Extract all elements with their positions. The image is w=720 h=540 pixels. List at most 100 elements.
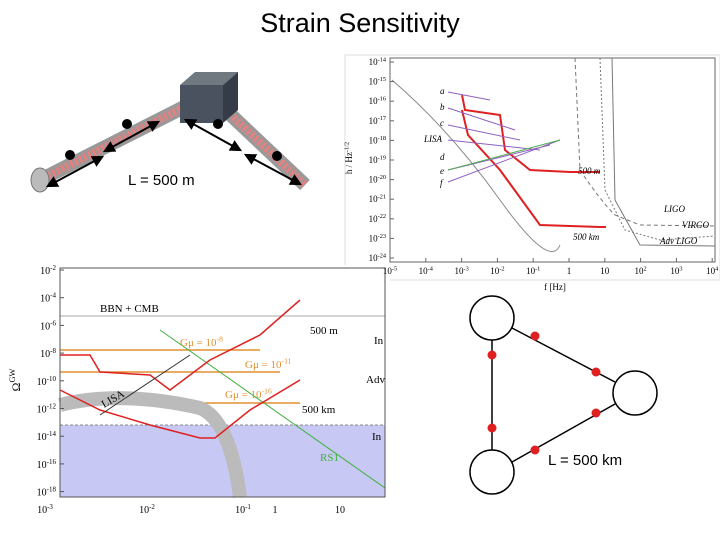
y-tick-label: 10-4 (40, 292, 56, 305)
y-axis-label-exp: GW (8, 368, 17, 382)
y-tick-label-exp: -21 (378, 194, 386, 201)
curve-label: Adv LIGO (659, 236, 698, 246)
y-tick-label-exp: -17 (378, 115, 386, 122)
y-tick-label: 10-8 (40, 347, 56, 360)
x-tick-label-base: 1 (567, 266, 572, 276)
mass (213, 119, 223, 129)
x-tick-label-base: 10 (37, 505, 47, 516)
curve-label: d (440, 152, 445, 162)
curve-label: e (440, 166, 444, 176)
mass (122, 119, 132, 129)
x-tick-label-exp: -1 (535, 265, 540, 272)
curve-500m (461, 94, 600, 173)
curve (99, 354, 191, 416)
curve (611, 57, 716, 247)
gmu-label-exp: -8 (217, 335, 224, 344)
cut-label: Adv (366, 374, 385, 386)
y-tick-label: 10-16 (37, 458, 57, 471)
y-tick-label-base: 10 (369, 233, 379, 243)
cube-front (180, 85, 223, 123)
y-tick-label-exp: -16 (378, 96, 386, 103)
x-tick-label: 104 (706, 265, 719, 276)
curve-label: a (440, 86, 445, 96)
x-tick-label: 10-3 (37, 503, 53, 516)
x-tick-label-base: 10 (526, 266, 536, 276)
y-tick-label-exp: -23 (378, 233, 386, 240)
gmu-label-base: Gμ = 10 (225, 389, 262, 401)
cube-side (223, 72, 238, 123)
x-tick-label: 10-4 (419, 265, 434, 276)
y-tick-label-base: 10 (369, 135, 379, 145)
x-tick-label-base: 10 (600, 266, 610, 276)
y-tick-label-base: 10 (40, 321, 50, 332)
curve-label: b (440, 102, 445, 112)
x-tick-label: 10-1 (235, 503, 251, 516)
y-tick-label: 10-14 (37, 430, 57, 443)
x-tick-label: 1 (567, 266, 572, 276)
y-axis-label-exp: -1/2 (343, 142, 350, 152)
cut-label: In (372, 431, 382, 443)
x-tick-label-base: 10 (383, 266, 393, 276)
gmu-label: Gμ = 10-8 (180, 335, 223, 349)
y-axis-label-base: Ω (9, 382, 23, 391)
x-tick-label: 103 (670, 265, 682, 276)
x-tick-label-base: 10 (235, 505, 245, 516)
spacecraft (469, 449, 515, 495)
y-tick-label: 10-21 (369, 194, 386, 205)
mass (530, 331, 540, 341)
plot-frame (59, 267, 386, 498)
x-tick-label: 10-5 (383, 265, 397, 276)
y-tick-label-exp: -24 (378, 252, 387, 259)
y-tick-label-exp: -6 (50, 319, 56, 327)
y-tick-label-base: 10 (369, 77, 379, 87)
detector-label: L = 500 m (128, 172, 195, 189)
x-tick-label: 10-2 (139, 503, 155, 516)
y-tick-label-exp: -4 (50, 292, 56, 300)
y-tick-label-base: 10 (37, 460, 47, 471)
y-tick-label-base: 10 (369, 116, 379, 126)
y-tick-label-exp: -15 (378, 76, 386, 83)
x-tick-label-exp: -2 (499, 265, 504, 272)
mass (591, 408, 601, 418)
x-tick-label-exp: 4 (715, 265, 719, 272)
y-tick-label-base: 10 (37, 405, 47, 416)
spacecraft (612, 370, 658, 416)
x-tick-label: 10-3 (454, 265, 468, 276)
y-tick-label: 10-16 (369, 96, 386, 107)
gmu-label-base: Gμ = 10 (245, 359, 282, 371)
x-tick-label: 1 (273, 505, 278, 516)
x-tick-label-base: 10 (454, 266, 464, 276)
y-tick-label-base: 10 (40, 349, 50, 360)
curve-label: 500 m (310, 325, 338, 337)
strain-plot (344, 54, 720, 281)
curve-label: LIGO (663, 204, 686, 214)
curve-label: 500 km (573, 232, 600, 242)
mass (487, 423, 497, 433)
curve-label: f (440, 178, 444, 188)
y-tick-label-base: 10 (369, 155, 379, 165)
x-tick-label-base: 10 (335, 505, 345, 516)
curve-500km (461, 109, 606, 228)
y-tick-label: 10-15 (369, 76, 386, 87)
curve (447, 91, 561, 183)
y-tick-label: 10-24 (369, 252, 387, 263)
curve-label: RS1 (320, 452, 339, 464)
curve (447, 139, 561, 171)
x-axis-label: f [Hz] (544, 282, 566, 292)
y-tick-label-exp: -8 (50, 347, 56, 355)
bbn-label: BBN + CMB (100, 303, 159, 315)
curve-label: c (440, 118, 444, 128)
y-axis-label: h / Hz-1/2 (343, 142, 354, 174)
y-tick-label: 10-6 (40, 319, 56, 332)
y-tick-label-base: 10 (40, 294, 50, 305)
y-tick-label: 10-10 (37, 375, 57, 388)
x-tick-label-exp: -3 (47, 503, 53, 511)
spacecraft (469, 295, 515, 341)
y-tick-label: 10-23 (369, 233, 386, 244)
y-tick-label-exp: -14 (47, 430, 57, 438)
length-arrow (243, 153, 303, 186)
x-tick-label-base: 1 (273, 505, 278, 516)
x-tick-label-base: 10 (670, 266, 680, 276)
